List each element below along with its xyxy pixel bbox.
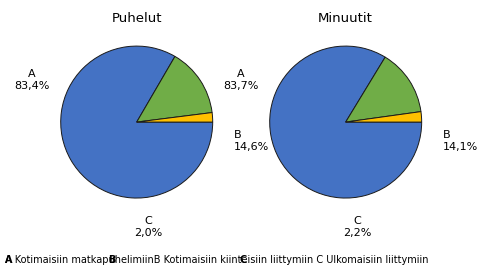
Wedge shape: [61, 46, 212, 198]
Text: A: A: [5, 255, 12, 265]
Text: C: C: [239, 255, 246, 265]
Text: A Kotimaisiin matkapuhelimiinB Kotimaisiin kiinteisiin liittymiin C Ulkomaisiin : A Kotimaisiin matkapuhelimiinB Kotimaisi…: [5, 255, 428, 265]
Wedge shape: [270, 46, 422, 198]
Wedge shape: [137, 112, 212, 122]
Text: B
14,1%: B 14,1%: [443, 130, 478, 152]
Text: C
2,0%: C 2,0%: [134, 216, 162, 238]
Wedge shape: [137, 57, 212, 122]
Title: Minuutit: Minuutit: [318, 11, 373, 25]
Title: Puhelut: Puhelut: [111, 11, 162, 25]
Wedge shape: [346, 57, 421, 122]
Text: C
2,2%: C 2,2%: [343, 216, 371, 238]
Text: B
14,6%: B 14,6%: [234, 130, 269, 152]
Wedge shape: [346, 112, 422, 122]
Text: A
83,4%: A 83,4%: [14, 69, 49, 91]
Text: A
83,7%: A 83,7%: [223, 69, 258, 91]
Text: B: B: [108, 255, 115, 265]
